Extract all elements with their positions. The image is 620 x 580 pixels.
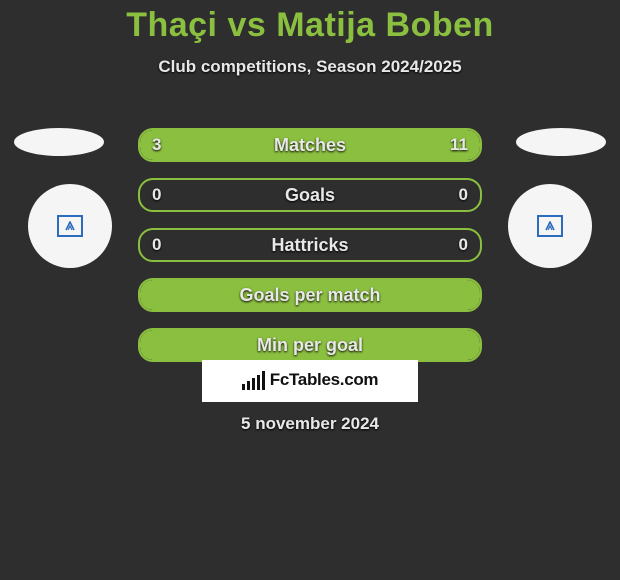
player-left-avatar-oval [14,128,104,156]
stat-value-left: 0 [152,235,161,255]
brand-logo: FcTables.com [242,370,379,390]
stat-rows: 3 Matches 11 0 Goals 0 0 Hattricks 0 Goa… [138,128,482,378]
player-right-avatar-oval [516,128,606,156]
stat-row-hattricks: 0 Hattricks 0 [138,228,482,262]
player-left-club-badge [28,184,112,268]
stat-label: Goals [285,185,335,206]
brand-text: FcTables.com [270,370,379,390]
stat-row-min-per-goal: Min per goal [138,328,482,362]
stat-fill-left [140,130,211,160]
page-title: Thaçi vs Matija Boben [0,6,620,45]
stat-value-right: 11 [450,135,468,155]
player-right-club-badge [508,184,592,268]
brand-box: FcTables.com [202,358,418,402]
stat-label: Goals per match [239,285,380,306]
stat-label: Matches [274,135,346,156]
brand-bars-icon [242,370,265,390]
stat-label: Hattricks [271,235,348,256]
stat-row-goals: 0 Goals 0 [138,178,482,212]
stat-label: Min per goal [257,335,363,356]
stat-row-goals-per-match: Goals per match [138,278,482,312]
club-logo-placeholder-icon [537,215,563,237]
stat-value-left: 3 [152,135,161,155]
stat-value-left: 0 [152,185,161,205]
stat-row-matches: 3 Matches 11 [138,128,482,162]
stat-value-right: 0 [459,185,468,205]
club-logo-placeholder-icon [57,215,83,237]
stat-value-right: 0 [459,235,468,255]
subtitle: Club competitions, Season 2024/2025 [0,57,620,77]
date-text: 5 november 2024 [0,414,620,434]
